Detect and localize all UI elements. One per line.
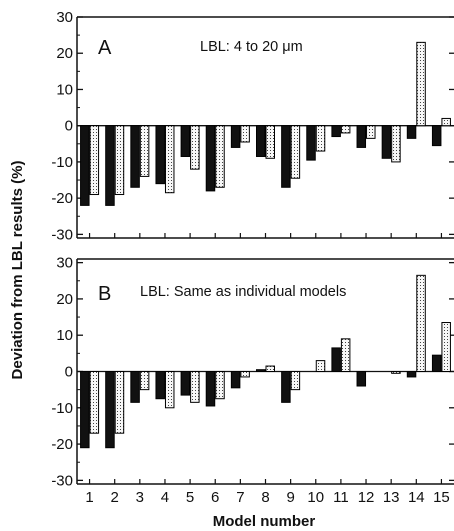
panel-a-bar-s2 <box>391 125 401 163</box>
panel-b-bar-s1 <box>155 371 165 400</box>
panel-a-letter: A <box>98 37 112 59</box>
x-tick-label: 10 <box>307 489 324 506</box>
panel-a-bar-s1 <box>381 125 392 159</box>
panel-b-bar-s2 <box>290 371 301 391</box>
panel-a-bar-s1 <box>205 125 216 192</box>
panel-b-bar-s2 <box>391 371 401 374</box>
x-tick-label: 2 <box>111 489 119 506</box>
panel-b-bar-s1 <box>205 371 216 407</box>
panel-a-y-tick-label: 30 <box>56 9 73 26</box>
panel-b-annotation: LBL: Same as individual models <box>140 284 346 300</box>
x-tick-label: 8 <box>261 489 269 506</box>
panel-a-bar-s2 <box>315 125 326 152</box>
panel-b-bar-s1 <box>230 371 241 389</box>
panel-a-bar-s1 <box>306 125 316 161</box>
x-tick-label: 11 <box>333 489 349 506</box>
x-tick-label: 3 <box>136 489 144 506</box>
panel-a-annotation: LBL: 4 to 20 μm <box>200 39 303 55</box>
panel-b-bar-s2 <box>240 371 250 378</box>
panel-a-bar-s2 <box>164 125 175 194</box>
panel-a-bar-s1 <box>256 125 266 157</box>
panel-b-bar-s2 <box>315 360 326 373</box>
panel-b-y-tick-label: 0 <box>65 364 73 381</box>
panel-b-bar-s1 <box>256 369 266 373</box>
panel-a-y-tick-label: 10 <box>56 81 73 98</box>
x-axis-title: Model number <box>213 513 316 530</box>
panel-a-bar-s1 <box>230 125 241 148</box>
panel-b-bar-s1 <box>105 371 115 449</box>
x-tick-label: 4 <box>161 489 169 506</box>
panel-b-bar-s1 <box>130 371 140 403</box>
x-tick-label: 5 <box>186 489 194 506</box>
panel-a-bar-s2 <box>416 41 426 127</box>
panel-b-bar-s1 <box>431 354 442 372</box>
panel-b-y-tick-label: 30 <box>56 255 73 272</box>
panel-b-bar-s2 <box>441 322 451 372</box>
panel-b-bar-s1 <box>180 371 191 396</box>
x-tick-label: 12 <box>358 489 375 506</box>
panel-a-bar-s2 <box>190 125 200 170</box>
panel-b-bar-s2 <box>416 274 426 373</box>
panel-a-bar-s2 <box>441 117 451 127</box>
panel-b-bar-s1 <box>356 371 367 387</box>
y-axis-title: Deviation from LBL results (%) <box>9 161 26 380</box>
panel-a-bar-s2 <box>139 125 150 177</box>
panel-b-bar-s1 <box>406 371 417 378</box>
x-tick-label: 9 <box>286 489 294 506</box>
panel-a: A LBL: 4 to 20 μm 30 20 10 0 -10 -20 -30 <box>51 9 454 243</box>
x-tick-label: 6 <box>211 489 219 506</box>
panel-b-bar-s2 <box>190 371 200 403</box>
panel-a-bar-s1 <box>431 125 442 147</box>
panel-a-bar-s1 <box>105 125 115 206</box>
panel-a-bar-s1 <box>331 125 341 138</box>
panel-b-y-tick-label: 20 <box>56 291 73 308</box>
panel-b-letter: B <box>98 283 111 305</box>
panel-b-bar-s2 <box>89 371 100 434</box>
panel-b-bar-s2 <box>114 371 125 434</box>
panel-a-bar-s1 <box>356 125 367 148</box>
panel-a-y-tick-label: 20 <box>56 45 73 62</box>
panel-a-y-tick-label: 0 <box>65 118 73 135</box>
panel-b-bar-s1 <box>80 371 90 449</box>
panel-a-bar-s1 <box>130 125 140 188</box>
panel-b-bar-s1 <box>281 371 291 403</box>
panel-a-y-tick-label: -10 <box>51 154 73 171</box>
panel-a-bar-s2 <box>265 125 275 159</box>
panel-a-bar-s2 <box>89 125 100 196</box>
x-tick-label: 13 <box>383 489 400 506</box>
x-tick-label: 15 <box>433 489 450 506</box>
panel-a-bar-s1 <box>155 125 165 185</box>
panel-b-y-tick-label: -30 <box>51 472 73 489</box>
panel-a-bar-s2 <box>215 125 225 188</box>
panel-a-y-tick-label: -30 <box>51 226 73 243</box>
panel-b: B LBL: Same as individual models 30 20 10 0… <box>51 255 454 506</box>
panel-a-bar-s2 <box>366 125 376 139</box>
panel-a-bar-s2 <box>290 125 301 179</box>
panel-a-bar-s1 <box>406 125 417 139</box>
panel-b-y-tick-label: 10 <box>56 327 73 344</box>
panel-b-bar-s2 <box>340 338 351 373</box>
panel-a-bar-s2 <box>114 125 125 196</box>
panel-a-bar-s1 <box>180 125 191 157</box>
x-tick-label: 1 <box>85 489 93 506</box>
x-tick-label: 14 <box>408 489 425 506</box>
panel-a-bar-s1 <box>281 125 291 188</box>
panel-a-bar-s2 <box>340 125 351 134</box>
panel-a-bar-s2 <box>240 125 250 143</box>
panel-b-bar-s1 <box>331 347 341 372</box>
x-tick-label: 7 <box>236 489 244 506</box>
panel-b-bar-s2 <box>265 365 275 373</box>
panel-a-bar-s1 <box>80 125 90 206</box>
panel-b-bar-s2 <box>215 371 225 400</box>
panel-b-bar-s2 <box>139 371 150 391</box>
panel-b-y-tick-label: -20 <box>51 436 73 453</box>
panel-b-y-tick-label: -10 <box>51 400 73 417</box>
panel-b-bar-s2 <box>164 371 175 409</box>
panel-a-y-tick-label: -20 <box>51 190 73 207</box>
